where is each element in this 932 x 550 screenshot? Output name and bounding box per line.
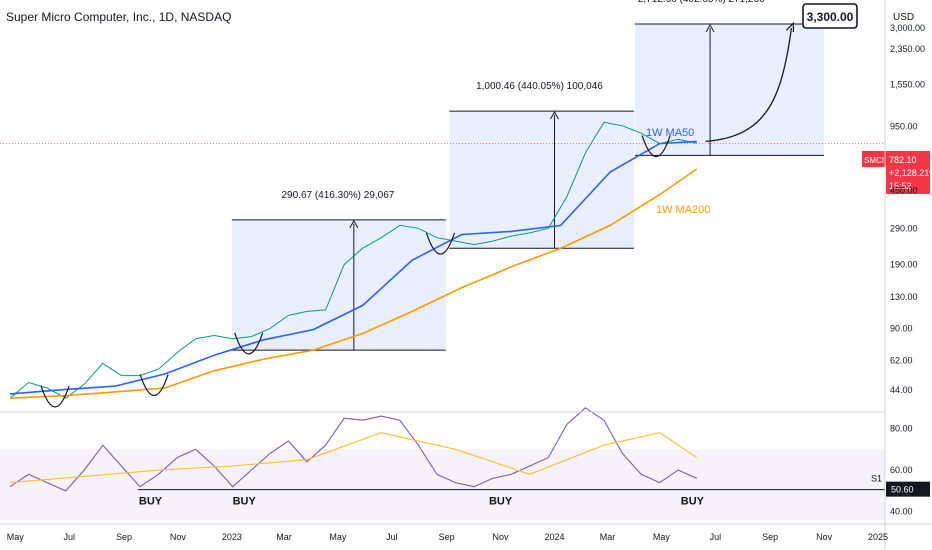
buy-signal-label: BUY (139, 496, 163, 508)
cup-pattern-arc (40, 385, 70, 408)
support-value-label: 50.60 (891, 485, 914, 495)
measure-arrowhead (349, 219, 359, 229)
symbol-badge-text: SMCI (864, 156, 884, 165)
price-tick-label: 62.00 (890, 356, 913, 366)
time-tick-label: Jul (63, 532, 75, 542)
time-tick-label: Jul (386, 532, 398, 542)
projection-arrowhead (785, 21, 794, 33)
price-badge-price: 782.10 (889, 155, 917, 165)
price-tick-label: 90.00 (890, 324, 913, 334)
price-tick-label: 1,550.00 (890, 80, 925, 90)
target-price-label: 3,300.00 (807, 10, 854, 24)
buy-signal-label: BUY (489, 496, 513, 508)
cup-pattern-arc (139, 374, 169, 396)
time-tick-label: Jul (710, 532, 722, 542)
rsi-line-rsi (9, 407, 698, 492)
measure-label: 290.67 (416.30%) 29,067 (281, 190, 394, 201)
time-tick-label: Mar (276, 532, 292, 542)
cup-pattern-arc (425, 232, 456, 255)
price-tick-label: 3,000.00 (890, 23, 925, 33)
rsi-panel: S1 50.60 BUY BUY BUY BUY 40.00 60.00 80.00 (0, 407, 930, 520)
time-tick-label: 2025 (868, 532, 888, 542)
time-tick-label: 2023 (222, 532, 242, 542)
measure-boxes: 290.67 (416.30%) 29,067 1,000.46 (440.05%… (231, 0, 825, 351)
time-tick-label: Sep (116, 532, 132, 542)
rsi-band (0, 449, 885, 520)
time-tick-label: Sep (439, 532, 455, 542)
measure-label: 2,712.66 (402.65%) 271,266 (638, 0, 765, 5)
series-line-smci (9, 121, 697, 399)
time-tick-label: Nov (493, 532, 510, 542)
rsi-line-rsi-ma (9, 432, 698, 484)
cup-pattern-arc (641, 135, 671, 157)
rsi-tick-label: 60.00 (890, 465, 913, 475)
support-name-label: S1 (871, 474, 882, 484)
ma200-label: 1W MA200 (656, 204, 710, 216)
symbol-badge (862, 151, 886, 167)
time-tick-label: May (7, 532, 25, 542)
rsi-tick-label: 80.00 (890, 424, 913, 434)
price-tick-label: 950.00 (890, 122, 918, 132)
currency-label[interactable]: USD (893, 12, 915, 23)
price-tick-label: 190.00 (890, 260, 918, 270)
price-tick-label: 2,350.00 (890, 44, 925, 54)
ma50-label: 1W MA50 (646, 127, 694, 139)
series-line-1w-ma200 (9, 168, 698, 399)
time-tick-label: 2024 (544, 532, 564, 542)
rsi-tick-label: 40.00 (890, 507, 913, 517)
projection-curve (705, 28, 793, 143)
price-badge (886, 151, 930, 194)
measure-arrowhead (550, 111, 559, 120)
support-badge (886, 481, 930, 497)
time-tick-label: Nov (816, 532, 833, 542)
target-callout (802, 3, 858, 29)
time-tick-label: May (329, 532, 347, 542)
price-badge-change: +2,128.21% (889, 168, 932, 178)
measure-box (634, 23, 825, 156)
price-series (9, 121, 698, 399)
price-tick-label: 130.00 (890, 292, 918, 302)
buy-signal-label: BUY (233, 496, 257, 508)
price-tick-label: 290.00 (890, 223, 918, 233)
time-tick-label: Mar (600, 532, 616, 542)
chart-annotations: 3,300.00 1W MA50 1W MA200 SMCI 782.10 +2,128.… (0, 3, 932, 408)
price-tick-label: 450.00 (890, 186, 918, 196)
measure-arrowhead (705, 23, 715, 33)
price-badge-time: 15:52 (889, 181, 912, 191)
series-line-1w-ma50 (9, 140, 697, 395)
cup-pattern-arc (234, 332, 264, 355)
measure-label: 1,000.46 (440.05%) 100,046 (476, 81, 603, 92)
time-tick-label: May (653, 532, 671, 542)
price-tick-label: 44.00 (890, 385, 913, 395)
symbol-title: Super Micro Computer, Inc., 1D, NASDAQ (6, 10, 232, 24)
time-tick-label: Nov (170, 532, 187, 542)
time-tick-label: Sep (762, 532, 778, 542)
measure-box (231, 219, 446, 351)
buy-signal-label: BUY (681, 496, 705, 508)
